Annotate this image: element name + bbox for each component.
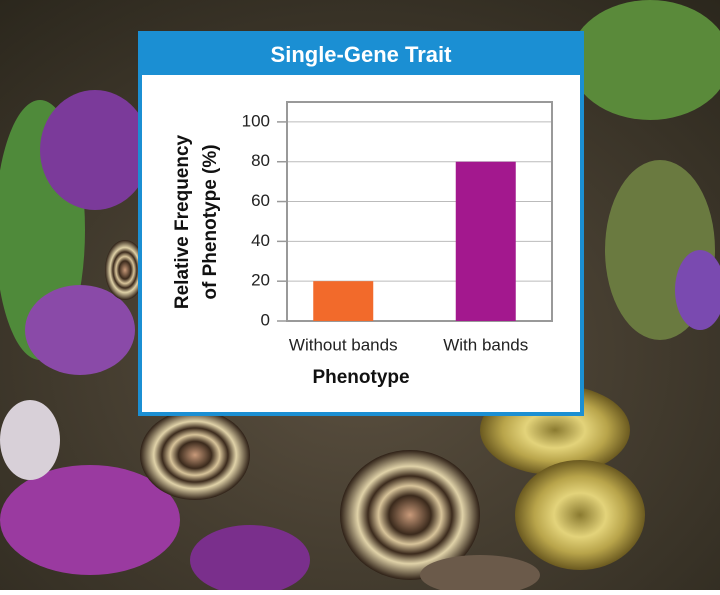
plot-frame bbox=[286, 101, 553, 322]
bar bbox=[455, 161, 516, 321]
y-tick-label: 0 bbox=[261, 310, 270, 329]
x-tick-label: With bands bbox=[443, 335, 528, 354]
y-tick-label: 100 bbox=[242, 111, 270, 130]
y-tick-label: 40 bbox=[251, 231, 270, 250]
x-axis-label: Phenotype bbox=[312, 367, 409, 388]
y-tick-label: 20 bbox=[251, 271, 270, 290]
y-axis-label-line: Relative Frequency bbox=[172, 134, 193, 309]
y-tick-label: 80 bbox=[251, 151, 270, 170]
y-axis-label-line: of Phenotype (%) bbox=[200, 144, 221, 299]
title-bar bbox=[140, 33, 582, 75]
chart-title: Single-Gene Trait bbox=[271, 42, 453, 67]
x-tick-label: Without bands bbox=[289, 335, 398, 354]
y-tick-label: 60 bbox=[251, 191, 270, 210]
bar bbox=[313, 281, 374, 321]
y-axis-label: Relative Frequency of Phenotype (%) bbox=[172, 134, 221, 309]
